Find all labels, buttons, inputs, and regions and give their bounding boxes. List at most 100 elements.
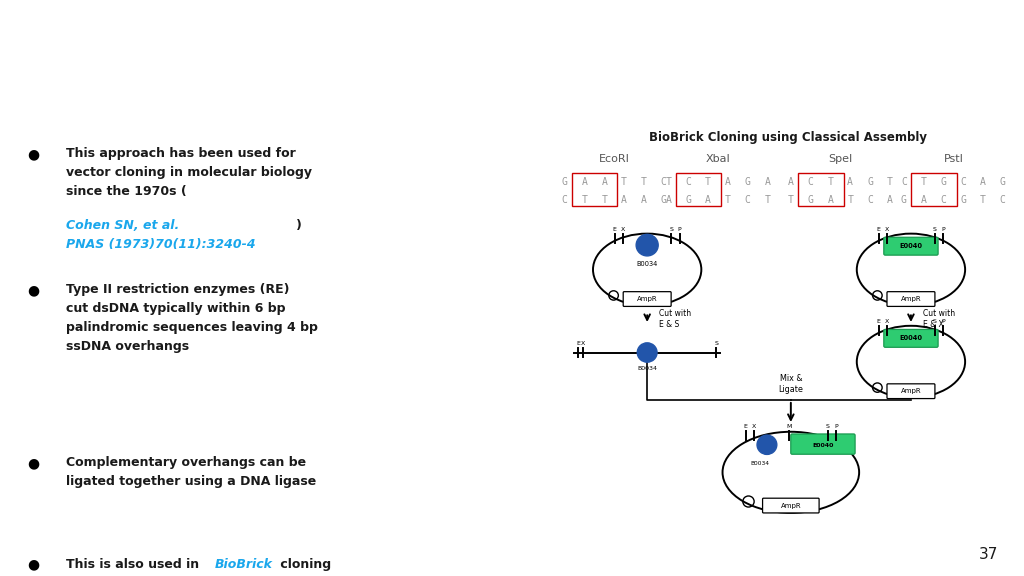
Text: C: C [562,195,567,204]
FancyBboxPatch shape [884,329,938,347]
Text: Cut with
E & S: Cut with E & S [659,309,691,328]
Bar [911,173,956,206]
Text: T: T [705,177,711,187]
Text: E0040: E0040 [899,243,923,249]
Text: A: A [622,195,627,204]
Text: G: G [685,195,691,204]
Text: B0034: B0034 [751,461,769,466]
Text: G: G [808,195,813,204]
Text: G: G [999,177,1006,187]
Circle shape [757,435,777,454]
Text: G: G [940,177,946,187]
Text: E0040: E0040 [899,335,923,342]
Text: AmpR: AmpR [901,296,922,302]
Bar [799,173,844,206]
FancyBboxPatch shape [887,384,935,399]
Text: C: C [961,177,967,187]
Bar [572,173,617,206]
Text: T: T [582,195,588,204]
Text: This is also used in: This is also used in [67,558,204,571]
Text: A: A [725,177,731,187]
Text: T: T [622,177,627,187]
Text: A: A [787,177,794,187]
Text: E0040: E0040 [812,442,834,448]
Text: 37: 37 [979,547,998,562]
Text: G: G [562,177,567,187]
Text: Engineering DNA:: Engineering DNA: [26,31,330,60]
FancyBboxPatch shape [763,498,819,513]
Text: T: T [847,195,853,204]
Text: S: S [933,227,937,232]
Text: XbaI: XbaI [706,154,730,164]
Text: E: E [575,341,580,346]
Text: A: A [641,195,647,204]
Text: PstI: PstI [943,154,964,164]
FancyBboxPatch shape [624,291,671,306]
Text: T: T [827,177,834,187]
Text: DNA assembly using Classical Assembly: DNA assembly using Classical Assembly [26,79,712,108]
Text: X: X [752,425,756,429]
Text: C: C [808,177,813,187]
Text: S: S [825,425,829,429]
Text: ): ) [296,219,302,232]
Text: X: X [581,341,585,346]
Text: BioBrick: BioBrick [215,558,272,571]
Text: C: C [867,195,872,204]
Text: A: A [887,195,893,204]
Text: G: G [901,195,907,204]
Text: AmpR: AmpR [637,296,657,302]
Text: C: C [660,177,667,187]
Text: T: T [666,177,672,187]
Text: X: X [885,319,889,324]
Text: AmpR: AmpR [780,503,801,509]
Text: P: P [835,425,838,429]
Text: BioBrick Cloning using Classical Assembly: BioBrick Cloning using Classical Assembl… [649,131,928,145]
Text: Cohen SN, et al.
PNAS (1973)70(11):3240-4: Cohen SN, et al. PNAS (1973)70(11):3240-… [67,219,256,251]
Text: T: T [764,195,770,204]
Text: S: S [933,319,937,324]
Text: C: C [744,195,751,204]
Text: X: X [885,227,889,232]
Text: P: P [941,319,945,324]
Text: E: E [877,227,881,232]
Text: T: T [601,195,607,204]
Text: G: G [961,195,967,204]
Text: E: E [877,319,881,324]
Text: cloning
(EcoRI/XbaI, SpeI/PstI): cloning (EcoRI/XbaI, SpeI/PstI) [276,558,434,576]
Text: T: T [887,177,893,187]
Text: G: G [660,195,667,204]
Text: X: X [622,227,626,232]
Text: A: A [601,177,607,187]
Text: SpeI: SpeI [828,154,852,164]
FancyBboxPatch shape [887,291,935,306]
Text: A: A [847,177,853,187]
Text: G: G [744,177,751,187]
Text: ●: ● [28,558,40,571]
Text: Complementary overhangs can be
ligated together using a DNA ligase: Complementary overhangs can be ligated t… [67,456,316,488]
FancyBboxPatch shape [791,434,855,454]
Text: T: T [641,177,647,187]
Text: EcoRI: EcoRI [599,154,630,164]
Text: This approach has been used for
vector cloning in molecular biology
since the 19: This approach has been used for vector c… [67,147,312,199]
Text: C: C [940,195,946,204]
Text: A: A [582,177,588,187]
Text: A: A [980,177,986,187]
Text: T: T [980,195,986,204]
Text: ●: ● [28,456,40,470]
Text: C: C [901,177,907,187]
Text: Type II restriction enzymes (RE)
cut dsDNA typically within 6 bp
palindromic seq: Type II restriction enzymes (RE) cut dsD… [67,283,318,354]
Text: AmpR: AmpR [901,388,922,394]
Text: B0034: B0034 [637,366,657,372]
Text: T: T [787,195,794,204]
Text: T: T [725,195,731,204]
Text: ●: ● [28,283,40,297]
Text: A: A [705,195,711,204]
FancyBboxPatch shape [884,237,938,255]
Text: C: C [685,177,691,187]
Text: Cut with
E & X: Cut with E & X [923,309,954,328]
Text: A: A [666,195,672,204]
Text: G: G [867,177,872,187]
Text: S: S [669,227,673,232]
Text: C: C [999,195,1006,204]
Text: A: A [764,177,770,187]
